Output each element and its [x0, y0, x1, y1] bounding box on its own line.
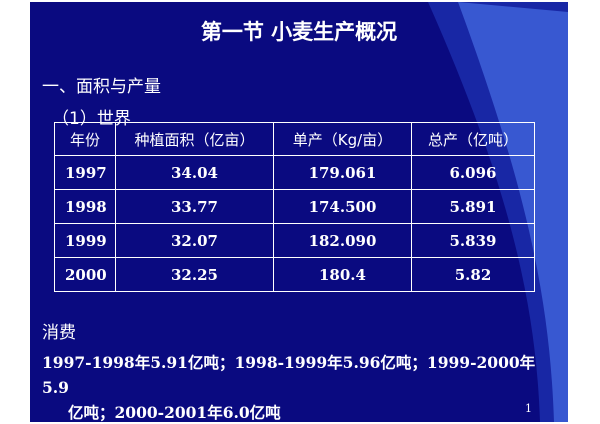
cell-total: 5.891 — [411, 189, 535, 224]
slide: 第一节 小麦生产概况 一、面积与产量 （1）世界 年份 种植面积（亿亩） 单产（… — [30, 2, 568, 422]
cell-yield: 179.061 — [273, 155, 412, 190]
consumption-text: 1997-1998年5.91亿吨；1998-1999年5.96亿吨；1999-2… — [42, 350, 542, 422]
cell-total: 6.096 — [411, 155, 535, 190]
cell-area: 34.04 — [115, 155, 274, 190]
decorative-swoosh — [428, 2, 568, 422]
table-row: 1999 32.07 182.090 5.839 — [54, 223, 535, 258]
cell-year: 1999 — [54, 223, 116, 258]
header-yield: 单产（Kg/亩） — [273, 122, 412, 156]
header-area: 种植面积（亿亩） — [115, 122, 274, 156]
table-row: 1997 34.04 179.061 6.096 — [54, 155, 535, 190]
cell-year: 1997 — [54, 155, 116, 190]
header-year: 年份 — [54, 122, 116, 156]
table-row: 2000 32.25 180.4 5.82 — [54, 257, 535, 292]
consumption-line-2: 亿吨；2000-2001年6.0亿吨 — [68, 403, 281, 422]
section-heading: 一、面积与产量 — [42, 77, 161, 97]
cell-yield: 182.090 — [273, 223, 412, 258]
cell-yield: 174.500 — [273, 189, 412, 224]
table-row: 1998 33.77 174.500 5.891 — [54, 189, 535, 224]
header-total: 总产（亿吨） — [411, 122, 535, 156]
consumption-line-1: 1997-1998年5.91亿吨；1998-1999年5.96亿吨；1999-2… — [42, 353, 536, 397]
cell-total: 5.82 — [411, 257, 535, 292]
cell-year: 2000 — [54, 257, 116, 292]
production-table: 年份 种植面积（亿亩） 单产（Kg/亩） 总产（亿吨） 1997 34.04 1… — [54, 122, 535, 292]
cell-total: 5.839 — [411, 223, 535, 258]
consumption-heading: 消费 — [42, 323, 76, 343]
slide-title: 第一节 小麦生产概况 — [200, 20, 398, 44]
cell-area: 32.25 — [115, 257, 274, 292]
page-number: 1 — [525, 402, 532, 415]
table-header-row: 年份 种植面积（亿亩） 单产（Kg/亩） 总产（亿吨） — [54, 122, 535, 156]
cell-area: 33.77 — [115, 189, 274, 224]
cell-year: 1998 — [54, 189, 116, 224]
cell-yield: 180.4 — [273, 257, 412, 292]
cell-area: 32.07 — [115, 223, 274, 258]
